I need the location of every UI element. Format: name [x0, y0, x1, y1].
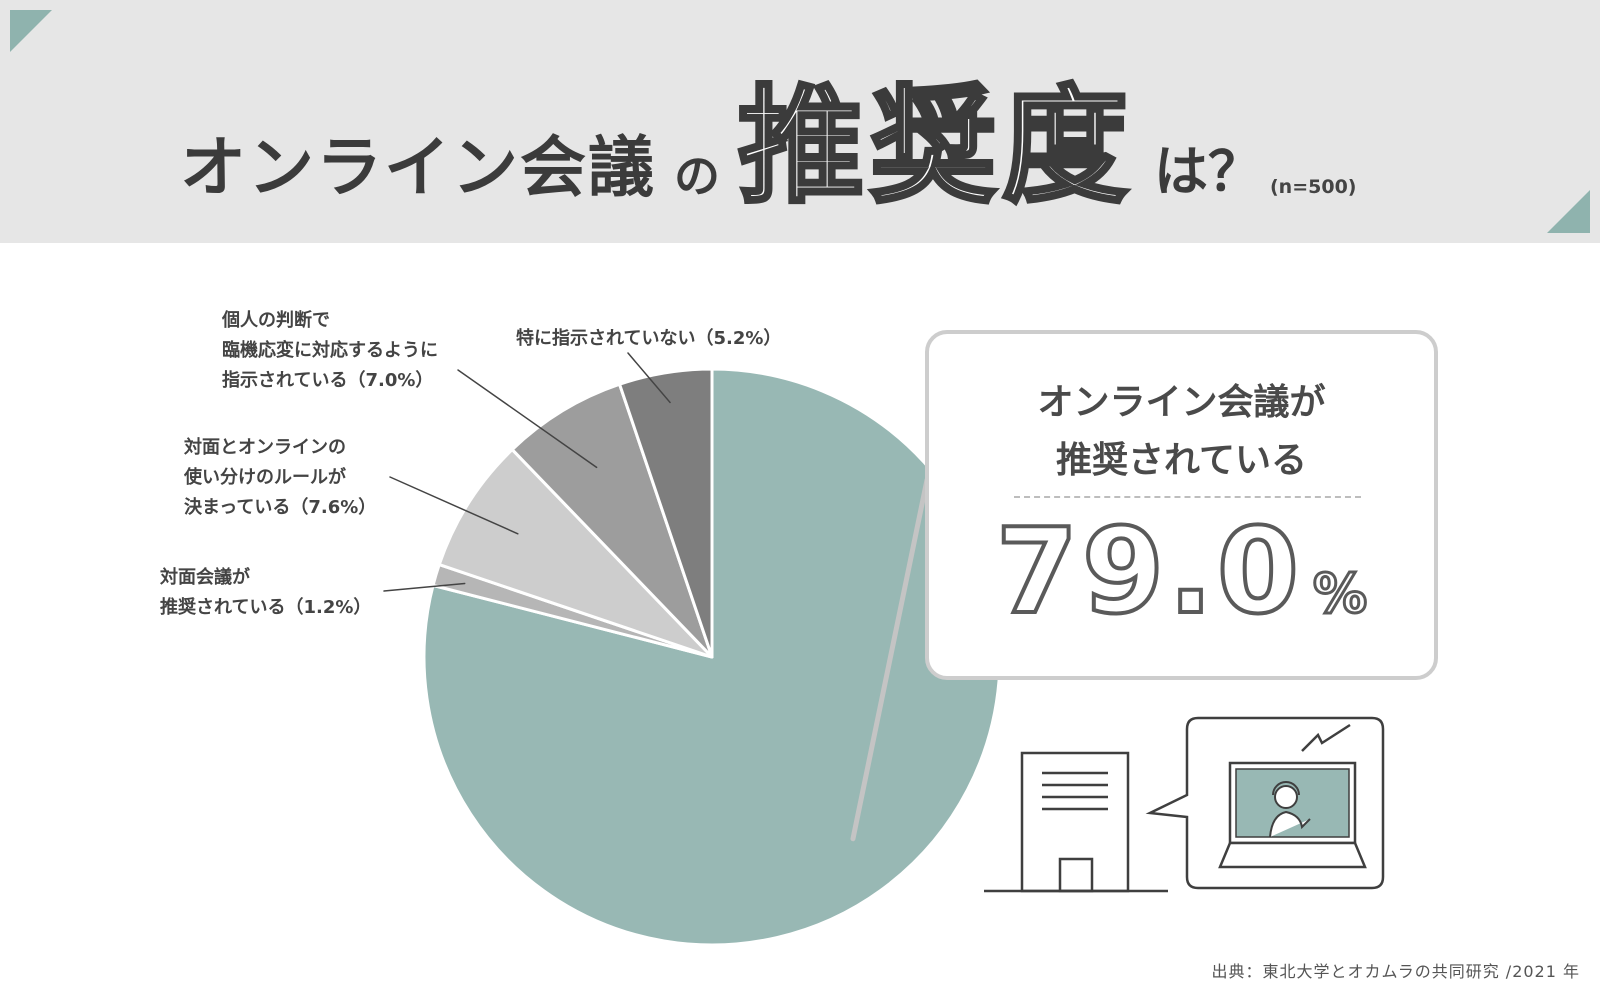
page-title: オンライン会議 の 推奨度 は？ (n=500) [180, 60, 1357, 220]
label-rules-line3: 決まっている（7.6%） [184, 497, 377, 518]
label-none-line1: 特に指示されていない（5.2%） [516, 328, 782, 349]
label-face-to-face-line2: 推奨されている（1.2%） [160, 597, 372, 618]
label-face-to-face-line1: 対面会議が [160, 567, 250, 588]
illustration [984, 716, 1385, 893]
laptop-video-call-icon [1218, 723, 1367, 869]
callout-unit: % [1312, 561, 1369, 627]
callout-text: オンライン会議が 推奨されている [929, 374, 1434, 490]
callout-line1: オンライン会議が [1037, 382, 1326, 423]
pie-slice-none [618, 367, 714, 659]
callout-value-wrap: 79.0% [929, 500, 1434, 642]
pie-slice-rules [437, 448, 714, 659]
callout-value: 79.0 [994, 500, 1304, 642]
title-suffix: は？ [1154, 140, 1262, 203]
label-none: 特に指示されていない（5.2%） [516, 324, 781, 354]
header-banner: オンライン会議 の 推奨度 は？ (n=500) [0, 0, 1600, 243]
sample-size: (n=500) [1270, 176, 1357, 198]
office-building-icon [984, 751, 1168, 893]
source-note: 出典：東北大学とオカムラの共同研究 /2021 年 [1211, 962, 1580, 981]
corner-triangle-bottom-right [1547, 190, 1590, 233]
leader-line-rules [389, 476, 519, 535]
label-rules-line2: 使い分けのルールが [184, 467, 346, 488]
corner-triangle-top-left [10, 10, 52, 52]
title-emphasis: 推奨度 [736, 73, 1134, 220]
title-main: オンライン会議 [180, 129, 656, 206]
label-individual-line3: 指示されている（7.0%） [222, 370, 434, 391]
leader-line-none [627, 352, 671, 404]
pie-slice-online-recommended [422, 367, 1002, 947]
label-rules-line1: 対面とオンラインの [184, 437, 346, 458]
label-individual-line1: 個人の判断で [222, 310, 330, 331]
label-individual-line2: 臨機応変に対応するように [222, 340, 438, 361]
leader-line-online [850, 477, 930, 842]
label-face-to-face: 対面会議が 推奨されている（1.2%） [160, 563, 371, 623]
callout-divider [1014, 496, 1361, 498]
pie-slice-individual [510, 382, 714, 659]
callout-box: オンライン会議が 推奨されている 79.0% [925, 330, 1438, 680]
title-particle: の [674, 149, 720, 203]
label-individual: 個人の判断で 臨機応変に対応するように 指示されている（7.0%） [222, 306, 438, 396]
label-rules: 対面とオンラインの 使い分けのルールが 決まっている（7.6%） [184, 433, 376, 523]
leader-line-individual [457, 369, 598, 469]
leader-line-face-to-face [383, 582, 466, 592]
callout-line2: 推奨されている [1056, 440, 1307, 481]
